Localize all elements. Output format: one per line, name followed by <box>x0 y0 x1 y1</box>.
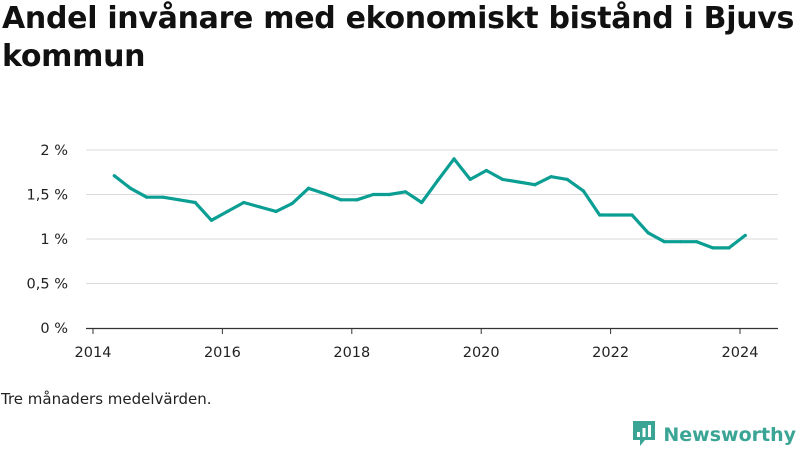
grid-lines <box>86 149 778 284</box>
data-point <box>225 209 230 214</box>
y-tick-label: 0,5 % <box>27 277 68 293</box>
x-axis <box>86 327 778 334</box>
y-tick-label: 1,5 % <box>27 188 68 204</box>
data-point <box>290 201 294 205</box>
data-point <box>533 183 537 187</box>
y-axis-labels: 0 % 0,5 % 1 % 1,5 % 2 % <box>27 143 68 337</box>
data-point <box>695 240 699 244</box>
brand-name: Newsworthy <box>663 424 796 446</box>
data-point <box>355 198 359 202</box>
y-tick-label: 0 % <box>40 321 68 337</box>
data-point <box>177 198 181 202</box>
chart-title: Andel invånare med ekonomiskt bistånd i … <box>2 1 795 74</box>
data-point <box>128 186 133 190</box>
data-point <box>711 246 715 250</box>
data-point <box>339 198 343 202</box>
x-tick-label: 2022 <box>592 345 629 361</box>
data-point <box>743 233 747 238</box>
data-point <box>517 180 521 184</box>
data-point <box>549 175 553 179</box>
data-point <box>323 192 327 196</box>
data-point <box>630 213 634 217</box>
x-tick-label: 2024 <box>722 345 759 361</box>
data-point <box>500 177 505 181</box>
data-point <box>614 213 618 217</box>
data-point <box>403 190 408 194</box>
x-axis-labels: 2014 2016 2018 2020 2022 2024 <box>75 345 759 361</box>
newsworthy-logo-icon <box>631 419 657 450</box>
data-point <box>678 240 683 244</box>
y-tick-label: 1 % <box>40 232 68 248</box>
data-point <box>420 200 424 205</box>
data-point <box>727 246 731 250</box>
series-group <box>112 157 747 250</box>
data-point <box>484 168 488 173</box>
footnote: Tre månaders medelvärden. <box>1 390 212 408</box>
y-tick-label: 2 % <box>40 143 68 159</box>
x-tick-label: 2020 <box>463 345 500 361</box>
data-point <box>436 178 440 182</box>
data-point <box>581 189 586 193</box>
data-point <box>452 157 456 161</box>
data-point <box>242 200 246 205</box>
data-point <box>306 186 311 190</box>
data-point <box>468 177 472 181</box>
data-point <box>258 205 262 209</box>
data-point <box>209 218 214 222</box>
data-point <box>145 195 149 199</box>
data-point <box>662 240 666 244</box>
series-line <box>112 157 747 250</box>
data-point <box>598 213 602 217</box>
data-point <box>565 177 569 181</box>
data-point <box>161 195 165 199</box>
data-point <box>387 192 391 197</box>
data-point <box>193 200 197 205</box>
x-tick-label: 2018 <box>333 345 370 361</box>
data-point <box>646 231 650 235</box>
data-point <box>274 209 278 214</box>
brand-logo[interactable]: Newsworthy <box>631 419 796 450</box>
data-point <box>112 174 116 178</box>
x-tick-label: 2016 <box>204 345 241 361</box>
data-point <box>371 192 375 197</box>
x-tick-label: 2014 <box>75 345 112 361</box>
